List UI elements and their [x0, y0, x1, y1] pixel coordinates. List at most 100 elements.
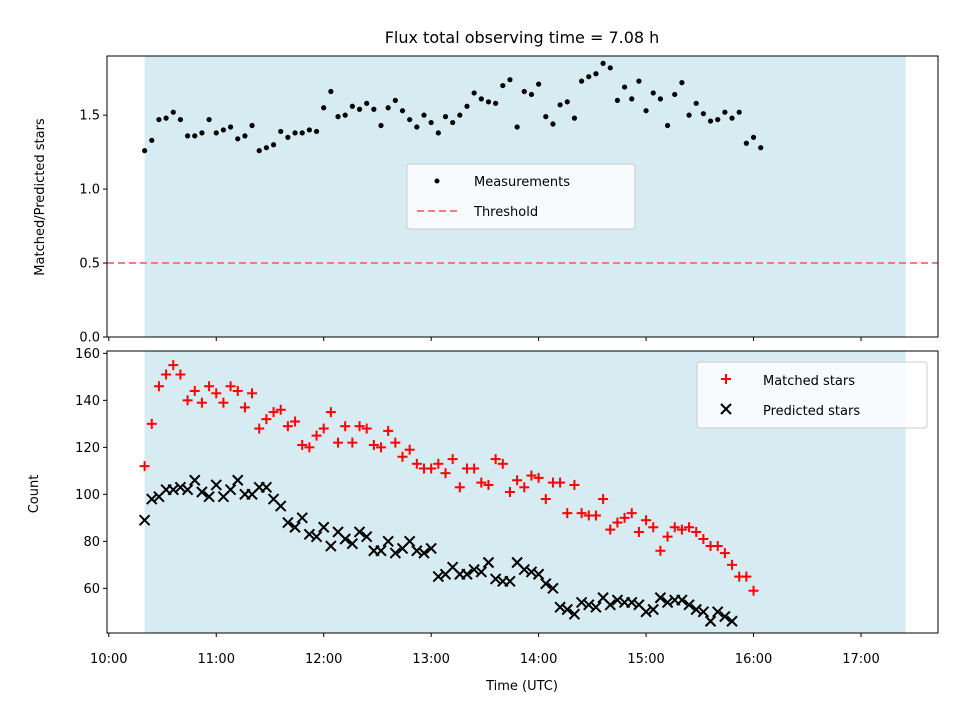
matched-star-point	[469, 463, 480, 474]
legend-threshold-label: Threshold	[473, 205, 538, 220]
legend-predicted-label: Predicted stars	[763, 404, 860, 419]
measurement-point	[650, 90, 656, 96]
predicted-star-point	[325, 540, 337, 552]
matched-star-point	[483, 479, 494, 490]
measurement-point	[356, 106, 363, 112]
measurement-point	[579, 78, 585, 84]
matched-star-point	[433, 458, 444, 469]
predicted-star-point	[647, 603, 659, 616]
predicted-star-point	[138, 514, 151, 526]
matched-star-point	[354, 421, 365, 432]
matched-star-point	[504, 487, 515, 497]
matched-star-point	[497, 458, 508, 469]
measurement-point	[220, 127, 227, 133]
matched-star-point	[225, 381, 236, 392]
predicted-star-point	[554, 601, 566, 613]
predicted-star-point	[210, 479, 222, 491]
matched-star-point	[598, 494, 609, 505]
y-tick-label: 140	[75, 394, 100, 409]
measurement-point	[729, 115, 735, 121]
measurement-point	[722, 109, 728, 115]
predicted-star-point	[339, 533, 351, 545]
x-tick-label: 12:00	[305, 652, 342, 667]
x-tick-label: 16:00	[735, 652, 772, 667]
matched-stars-points	[139, 360, 759, 596]
matched-star-point	[232, 385, 243, 396]
measurement-point	[156, 116, 162, 123]
measurement-point	[736, 109, 742, 115]
measurement-point	[500, 82, 506, 89]
predicted-star-point	[690, 603, 702, 616]
predicted-star-point	[382, 535, 394, 548]
matched-star-point	[612, 517, 623, 528]
predicted-star-point	[360, 530, 373, 543]
matched-star-point	[146, 418, 157, 429]
measurement-point	[493, 100, 499, 106]
predicted-star-point	[174, 481, 187, 494]
matched-star-point	[490, 454, 501, 465]
measurement-point	[407, 116, 413, 123]
measurement-point	[227, 124, 234, 130]
predicted-star-point	[626, 596, 638, 609]
x-tick-label: 13:00	[412, 652, 449, 667]
measurement-point	[399, 108, 406, 114]
matched-star-point	[727, 559, 738, 570]
x-tick-label: 15:00	[627, 652, 664, 667]
measurement-point	[686, 112, 692, 118]
measurement-point	[629, 96, 635, 102]
measurement-point	[743, 140, 749, 146]
matched-star-point	[318, 423, 329, 434]
top-y-axis-label: Matched/Predicted stars	[33, 118, 48, 276]
measurement-point	[621, 84, 628, 90]
measurement-point	[163, 115, 169, 121]
matched-star-point	[168, 360, 179, 371]
measurement-point	[206, 116, 212, 123]
measurement-point	[392, 97, 398, 103]
matched-star-point	[684, 522, 695, 533]
legend-matched-marker	[721, 374, 731, 384]
predicted-star-point	[540, 577, 552, 590]
matched-star-point	[691, 526, 702, 537]
predicted-star-point	[275, 500, 287, 512]
matched-star-point	[268, 407, 279, 418]
y-tick-label: 120	[75, 441, 100, 456]
top-x-ticks	[108, 337, 862, 341]
predicted-star-point	[425, 542, 437, 555]
measurement-point	[349, 103, 355, 109]
measurement-point	[192, 133, 198, 139]
matched-star-point	[175, 369, 186, 380]
measurement-point	[715, 116, 721, 123]
measurement-point	[149, 137, 155, 143]
matched-star-point	[712, 541, 723, 552]
measurement-point	[285, 134, 291, 140]
matched-star-point	[633, 526, 644, 537]
predicted-star-point	[403, 535, 416, 548]
measurement-point	[550, 121, 556, 127]
measurement-point	[292, 130, 298, 136]
matched-star-point	[655, 545, 666, 556]
top-y-ticks: 0.0 0.5 1.0 1.5	[79, 109, 107, 346]
measurement-point	[657, 96, 664, 102]
predicted-star-point	[719, 610, 731, 623]
predicted-star-point	[489, 573, 502, 585]
measurement-point	[664, 122, 671, 129]
matched-star-point	[440, 468, 451, 479]
matched-star-point	[397, 451, 408, 462]
measurement-point	[557, 102, 563, 108]
legend-matched-label: Matched stars	[763, 374, 855, 389]
bottom-x-ticks: 10:00 11:00 12:00 13:00 14:00 15:00 16:00 17:00	[90, 633, 880, 667]
matched-star-point	[590, 510, 601, 521]
predicted-star-point	[561, 603, 573, 616]
matched-star-point	[311, 430, 322, 441]
legend-measurements-marker	[434, 178, 440, 184]
matched-star-point	[368, 440, 379, 450]
matched-star-point	[648, 522, 659, 533]
measurement-point	[485, 99, 492, 105]
matched-star-point	[447, 454, 458, 465]
top-panel: 0.0 0.5 1.0 1.5 Matched/Predicted stars Mea…	[33, 55, 939, 346]
matched-star-point	[161, 369, 172, 380]
matched-star-point	[139, 461, 150, 472]
matched-star-point	[619, 512, 630, 523]
predicted-star-point	[418, 547, 430, 559]
predicted-star-point	[411, 545, 423, 557]
